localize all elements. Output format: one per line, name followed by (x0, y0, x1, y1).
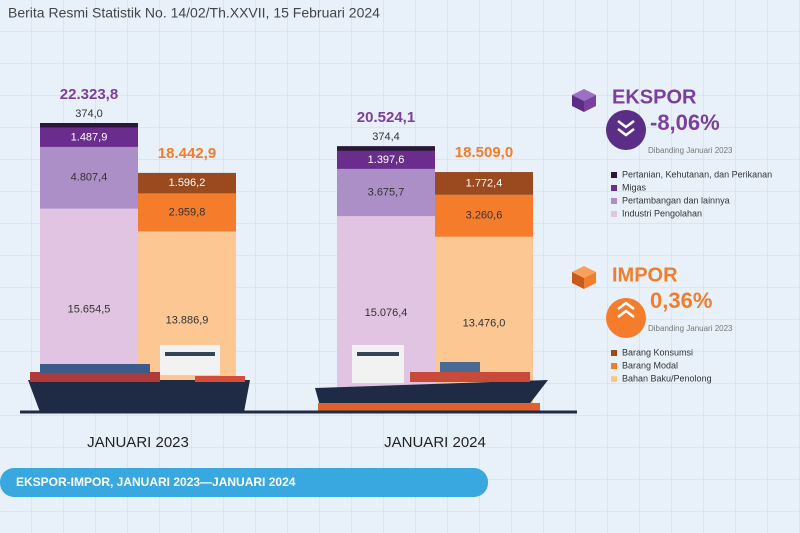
legend-swatch (611, 350, 617, 356)
legend-swatch (611, 198, 617, 204)
total-label: 22.323,8 (60, 86, 118, 103)
bar-segment (40, 123, 138, 128)
change-arrow (617, 309, 635, 318)
impor-icon (572, 266, 646, 338)
legend-label: Industri Pengolahan (622, 208, 702, 218)
legend-swatch (611, 376, 617, 382)
value-label: 1.596,2 (169, 177, 206, 189)
value-label: 374,4 (372, 131, 400, 143)
value-label: 1.772,4 (466, 177, 503, 189)
bar-segment (337, 168, 435, 217)
bar-segment (435, 194, 533, 237)
value-label: 374,0 (75, 108, 103, 120)
total-label: 18.442,9 (158, 145, 216, 162)
footer-title: EKSPOR-IMPOR, JANUARI 2023—JANUARI 2024 (16, 475, 296, 489)
category-label: JANUARI 2024 (384, 434, 486, 451)
value-label: 13.476,0 (463, 317, 506, 329)
bar-segment (40, 127, 138, 147)
bar-segment (435, 172, 533, 195)
ship-2024 (315, 345, 548, 412)
change-note: Dibanding Januari 2023 (648, 146, 733, 155)
change-note: Dibanding Januari 2023 (648, 324, 733, 333)
value-label: 13.886,9 (166, 315, 209, 327)
legend-label: Barang Modal (622, 360, 678, 370)
category-label: JANUARI 2023 (87, 434, 189, 451)
bar-segment (40, 146, 138, 209)
title: Berita Resmi Statistik No. 14/02/Th.XXVI… (8, 5, 380, 21)
bar-segment (138, 172, 236, 194)
ship-2023 (28, 345, 250, 412)
stack-name: EKSPOR (612, 86, 697, 108)
value-label: 15.076,4 (365, 307, 408, 319)
legend-label: Barang Konsumsi (622, 347, 693, 357)
change-arrow (617, 120, 635, 129)
change-value: 0,36% (650, 288, 712, 313)
change-arrow (617, 301, 635, 310)
footer-banner (0, 468, 488, 497)
value-label: 3.260,6 (466, 210, 503, 222)
legend-label: Migas (622, 182, 647, 192)
value-label: 4.807,4 (71, 172, 108, 184)
legend-swatch (611, 363, 617, 369)
legend-swatch (611, 211, 617, 217)
legend-swatch (611, 172, 617, 178)
legend-label: Pertambangan dan lainnya (622, 195, 730, 205)
bar-segment (337, 146, 435, 151)
value-label: 15.654,5 (68, 303, 111, 315)
total-label: 18.509,0 (455, 144, 513, 161)
value-label: 3.675,7 (368, 186, 405, 198)
legend-swatch (611, 185, 617, 191)
legend-label: Pertanian, Kehutanan, dan Perikanan (622, 169, 772, 179)
change-arrow (617, 128, 635, 137)
bar-segment (138, 193, 236, 232)
stack-name: IMPOR (612, 264, 678, 286)
ekspor-icon (572, 89, 646, 150)
value-label: 1.397,6 (368, 154, 405, 166)
bar-segment (337, 150, 435, 169)
total-label: 20.524,1 (357, 109, 415, 126)
legend-label: Bahan Baku/Penolong (622, 373, 712, 383)
change-value: -8,06% (650, 110, 720, 135)
value-label: 2.959,8 (169, 206, 206, 218)
value-label: 1.487,9 (71, 131, 108, 143)
